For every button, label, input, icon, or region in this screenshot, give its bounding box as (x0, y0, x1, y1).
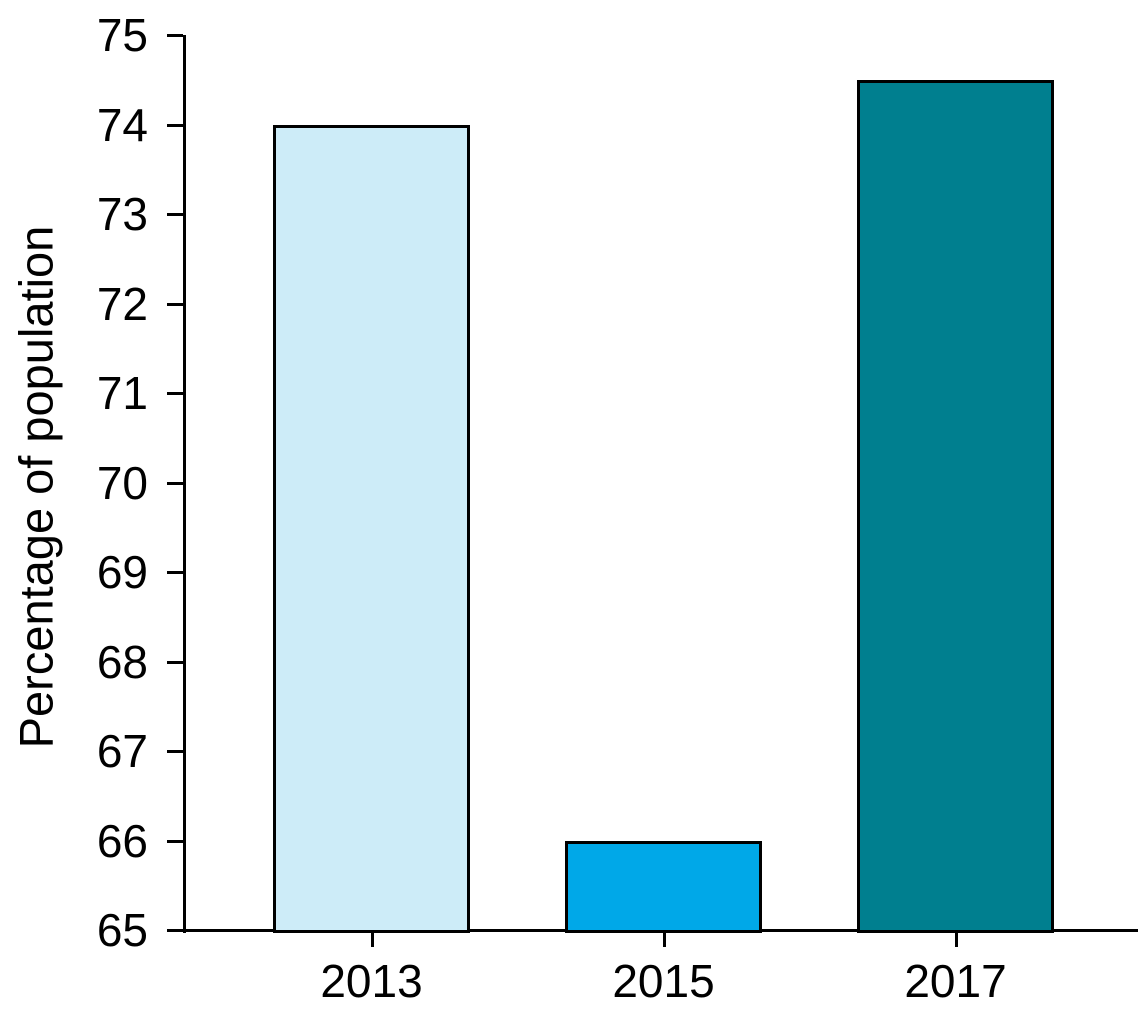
y-tick-label: 72 (96, 277, 148, 330)
y-tick-label: 69 (96, 546, 148, 598)
y-tick-label: 70 (96, 456, 148, 509)
y-tick-mark (167, 750, 183, 753)
y-tick-label: 66 (96, 814, 148, 867)
y-tick-mark (167, 302, 183, 306)
y-axis-line (183, 35, 186, 933)
y-tick-mark (167, 123, 183, 127)
bar-2013 (273, 124, 470, 933)
y-tick-mark (167, 660, 183, 664)
y-tick-mark (167, 929, 183, 932)
y-tick-label: 67 (96, 725, 148, 777)
x-tick-mark (954, 932, 958, 947)
y-tick-mark (167, 839, 183, 843)
y-tick-label: 65 (96, 904, 148, 956)
y-tick-mark (167, 571, 183, 574)
bar-2017 (857, 79, 1054, 933)
y-tick-mark (167, 481, 183, 485)
x-tick-mark (370, 932, 374, 947)
bar-2015 (565, 840, 762, 933)
y-tick-mark (167, 392, 183, 395)
x-tick-mark (662, 932, 666, 947)
y-tick-mark (167, 34, 183, 37)
y-tick-mark (167, 213, 183, 216)
y-tick-label: 74 (96, 98, 148, 151)
y-tick-label: 75 (96, 9, 148, 61)
y-tick-label: 71 (96, 367, 148, 419)
y-tick-label: 68 (96, 635, 148, 688)
x-tick-label-2013: 2013 (320, 955, 423, 1007)
x-tick-label-2017: 2017 (904, 955, 1007, 1007)
y-tick-label: 73 (96, 188, 148, 240)
x-tick-label-2015: 2015 (612, 955, 715, 1007)
